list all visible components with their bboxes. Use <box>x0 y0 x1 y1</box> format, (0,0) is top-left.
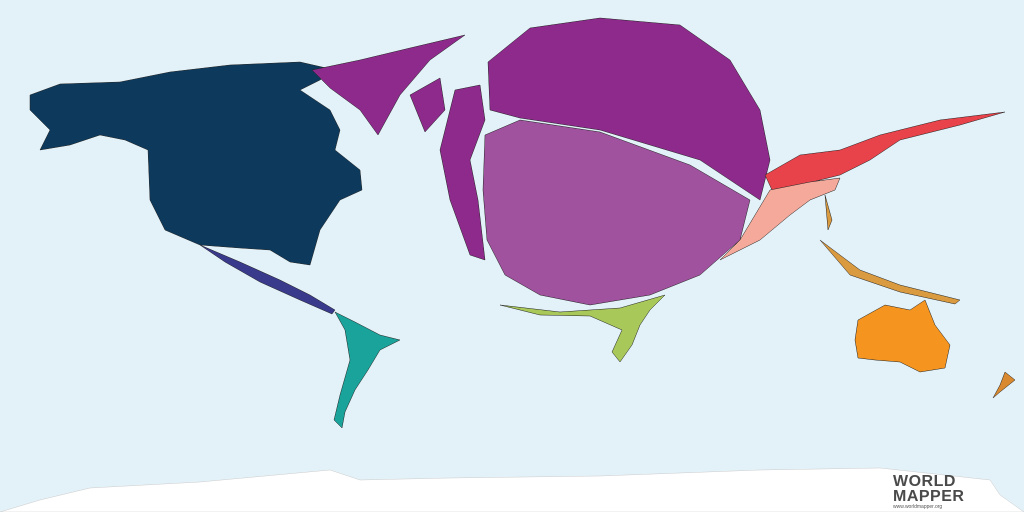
region-central-america <box>199 244 336 315</box>
region-southeast-asia <box>819 194 961 305</box>
region-europe <box>409 17 771 261</box>
logo-url[interactable]: www.worldmapper.org <box>893 504 943 510</box>
logo-line2: MAPPER <box>893 488 965 505</box>
region-australia <box>854 299 951 373</box>
region-south-america <box>333 311 401 429</box>
region-north-america <box>29 61 363 266</box>
region-greenland <box>311 34 466 136</box>
logo-line1: WORLD <box>893 473 956 490</box>
region-new-zealand <box>992 371 1016 399</box>
region-africa <box>499 294 666 363</box>
worldmapper-logo: WORLD MAPPER www.worldmapper.org <box>893 473 973 511</box>
region-antarctica <box>0 467 1024 512</box>
region-east-asia <box>764 111 1006 191</box>
region-russia-central-asia <box>482 119 751 306</box>
region-south-asia <box>719 177 841 261</box>
